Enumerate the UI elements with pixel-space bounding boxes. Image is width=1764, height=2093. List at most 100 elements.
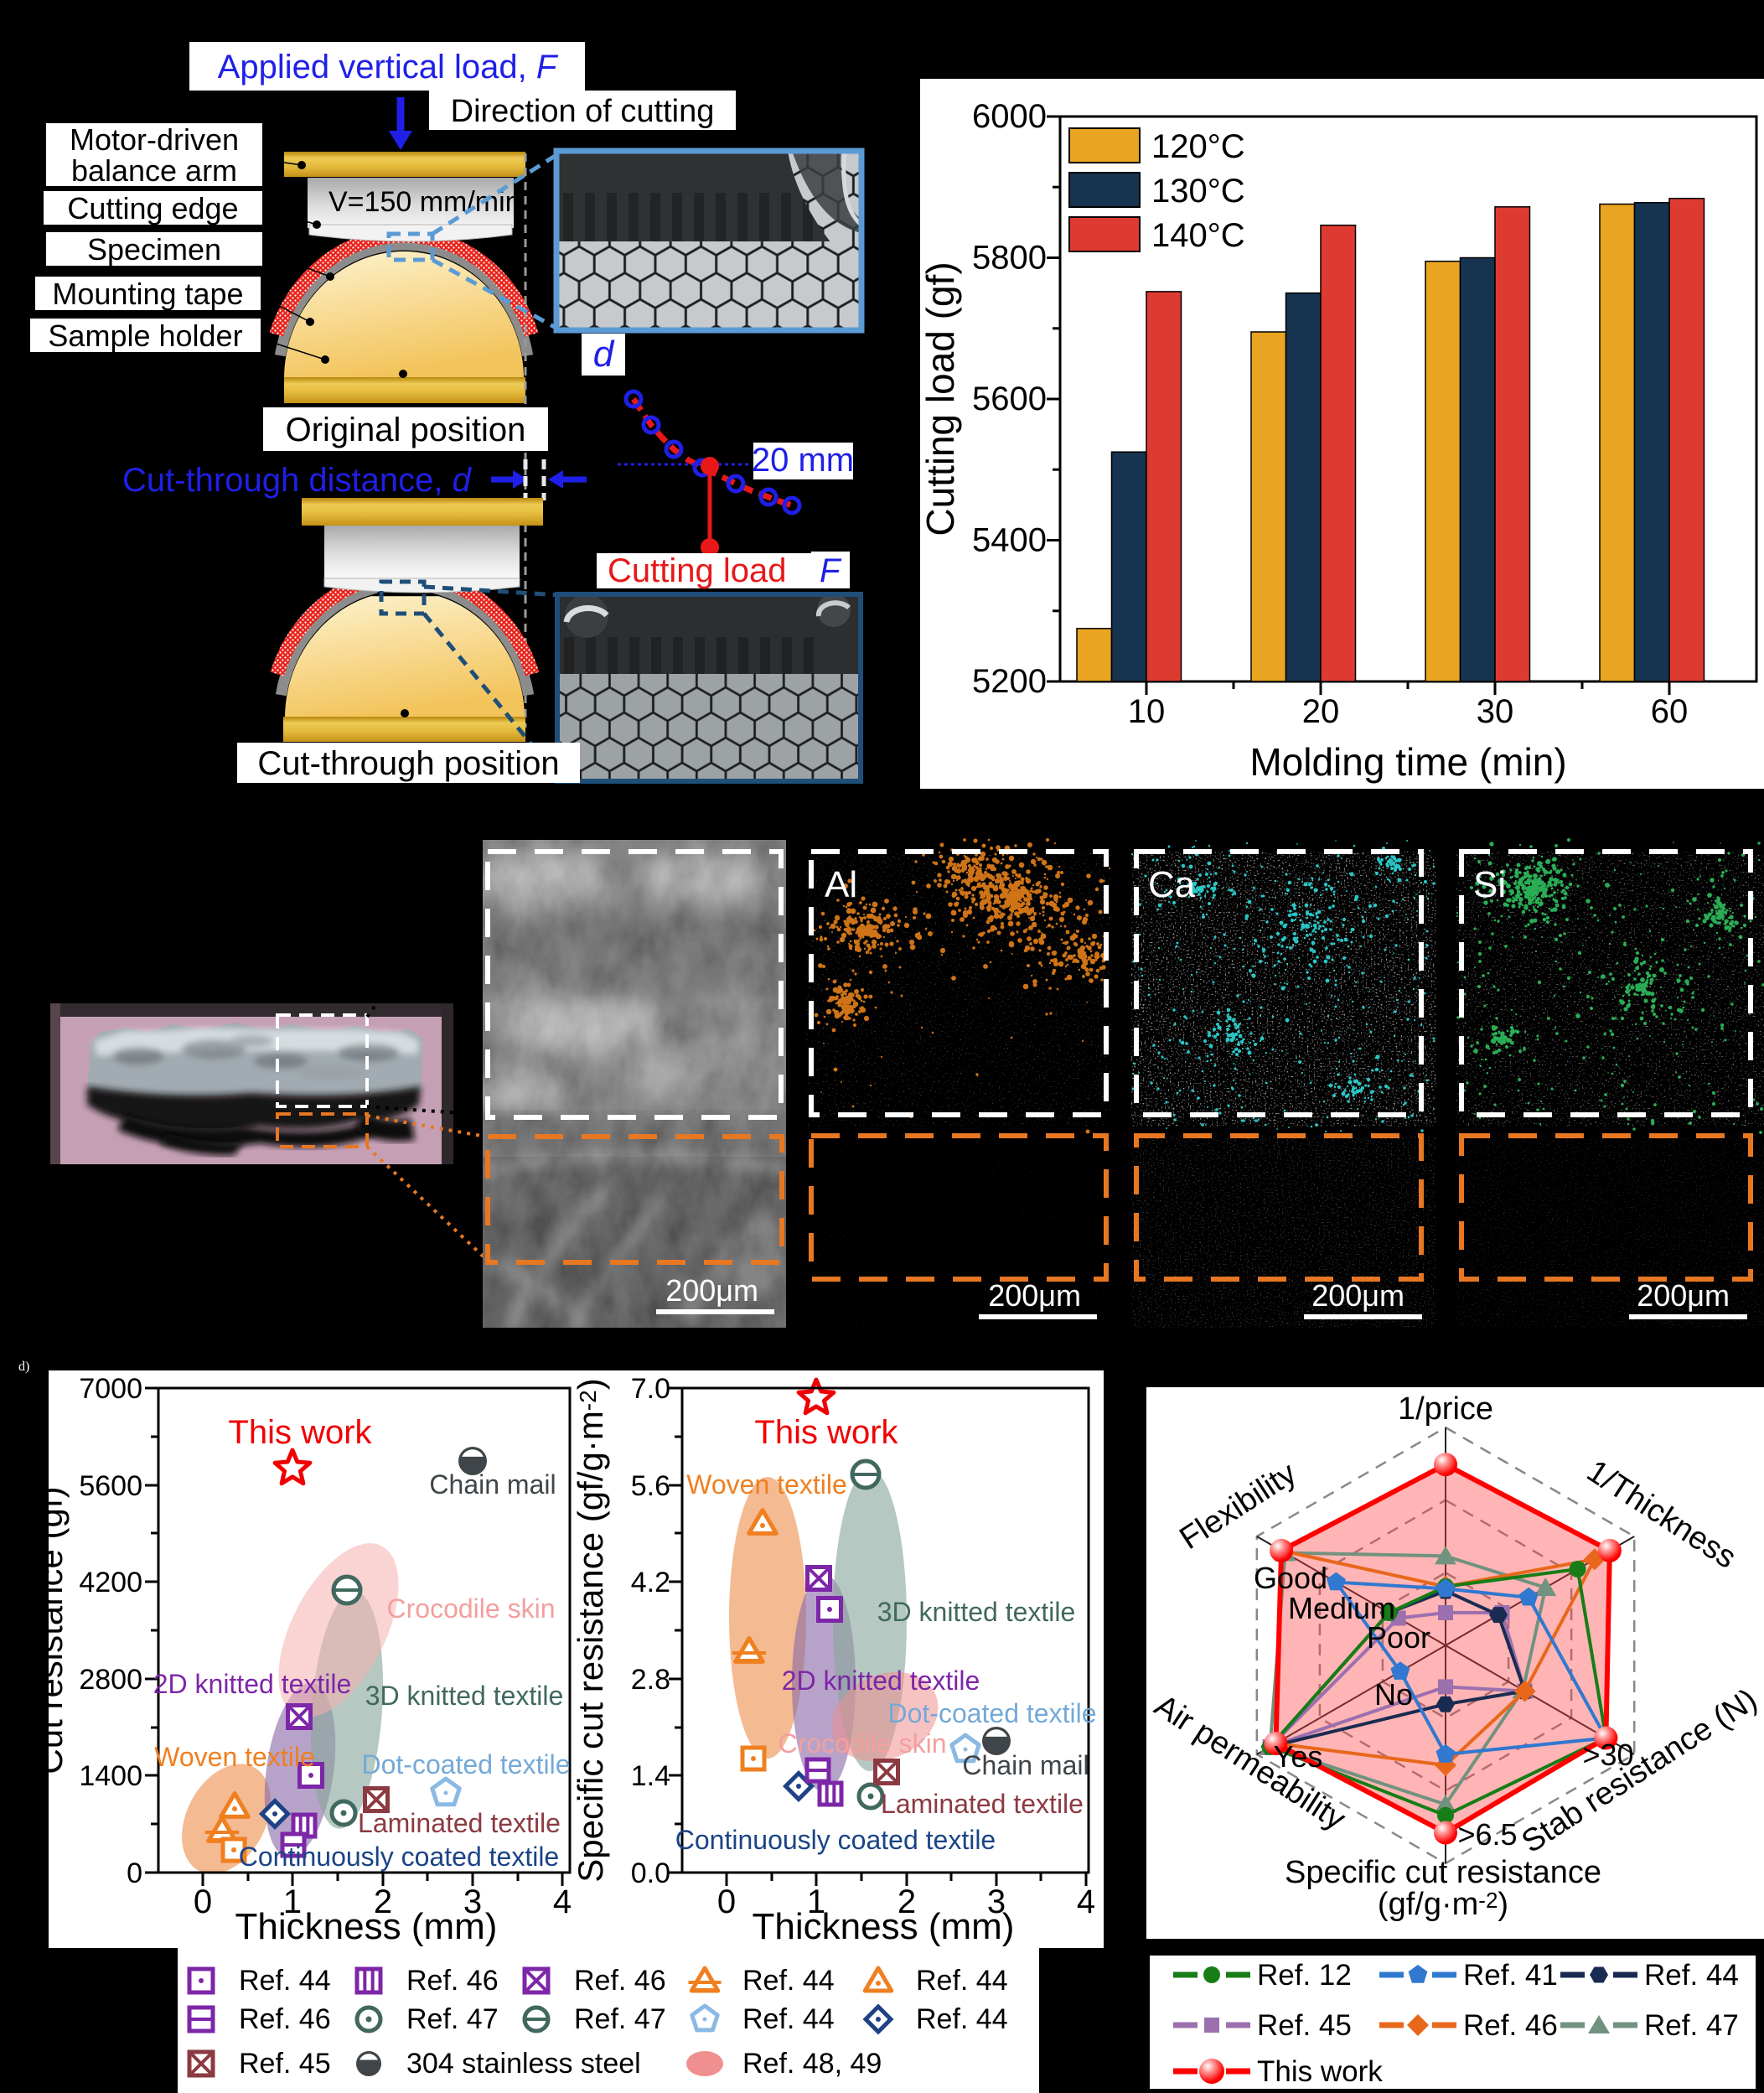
svg-text:200μm: 200μm bbox=[1311, 1278, 1404, 1313]
svg-text:200μm: 200μm bbox=[988, 1278, 1081, 1313]
svg-text:Ref. 41: Ref. 41 bbox=[1463, 1959, 1558, 1992]
svg-text:V=150 mm/min: V=150 mm/min bbox=[328, 186, 521, 218]
svg-text:Crocodile skin: Crocodile skin bbox=[387, 1593, 556, 1624]
svg-text:2: 2 bbox=[898, 1883, 916, 1920]
svg-text:Si: Si bbox=[1473, 864, 1506, 905]
svg-text:20: 20 bbox=[1302, 693, 1340, 730]
svg-text:4.2: 4.2 bbox=[631, 1567, 670, 1598]
svg-text:Continuously coated textile: Continuously coated textile bbox=[239, 1842, 559, 1872]
svg-text:Ref. 47: Ref. 47 bbox=[1644, 2009, 1739, 2042]
svg-text:Ref. 46: Ref. 46 bbox=[239, 2003, 331, 2035]
svg-text:2.8: 2.8 bbox=[631, 1664, 670, 1696]
svg-text:Woven textile: Woven textile bbox=[154, 1742, 315, 1772]
svg-text:5.6: 5.6 bbox=[631, 1470, 670, 1502]
svg-text:Poor: Poor bbox=[1367, 1620, 1430, 1655]
svg-text:Continuously coated textile: Continuously coated textile bbox=[675, 1825, 996, 1855]
svg-text:20 mm: 20 mm bbox=[752, 442, 854, 479]
svg-text:Ref. 12: Ref. 12 bbox=[1257, 1959, 1352, 1992]
svg-text:Thickness (mm): Thickness (mm) bbox=[235, 1906, 498, 1947]
svg-text:Laminated textile: Laminated textile bbox=[358, 1808, 561, 1838]
svg-text:5600: 5600 bbox=[79, 1470, 142, 1502]
svg-text:3: 3 bbox=[463, 1883, 482, 1920]
svg-text:Ref. 44: Ref. 44 bbox=[239, 1965, 331, 1997]
svg-text:4: 4 bbox=[1077, 1883, 1095, 1920]
svg-text:7.0: 7.0 bbox=[631, 1373, 670, 1405]
svg-text:3D knitted textile: 3D knitted textile bbox=[877, 1597, 1076, 1627]
svg-text:0: 0 bbox=[127, 1857, 142, 1889]
svg-text:d: d bbox=[593, 334, 615, 375]
svg-text:Thickness (mm): Thickness (mm) bbox=[753, 1906, 1015, 1947]
svg-text:3: 3 bbox=[987, 1883, 1006, 1920]
svg-text:Specimen: Specimen bbox=[87, 232, 221, 267]
svg-text:130°C: 130°C bbox=[1151, 173, 1245, 210]
svg-text:200μm: 200μm bbox=[665, 1273, 758, 1308]
svg-text:Original position: Original position bbox=[286, 412, 526, 448]
svg-text:Ref. 46: Ref. 46 bbox=[574, 1965, 666, 1997]
svg-text:1400: 1400 bbox=[79, 1760, 142, 1792]
svg-text:F: F bbox=[820, 552, 842, 589]
svg-text:2D knitted textile: 2D knitted textile bbox=[782, 1666, 980, 1696]
svg-text:Applied vertical load, F: Applied vertical load, F bbox=[218, 49, 559, 85]
svg-text:(gf/g·m-2): (gf/g·m-2) bbox=[1378, 1887, 1508, 1922]
svg-text:4200: 4200 bbox=[79, 1567, 142, 1598]
svg-text:0.0: 0.0 bbox=[631, 1857, 670, 1889]
svg-text:6000: 6000 bbox=[972, 98, 1047, 135]
svg-text:This work: This work bbox=[228, 1414, 372, 1451]
svg-text:Cut-through distance, d: Cut-through distance, d bbox=[122, 462, 473, 499]
svg-text:Ref. 47: Ref. 47 bbox=[406, 2003, 499, 2035]
svg-text:Direction of cutting: Direction of cutting bbox=[451, 94, 715, 129]
svg-text:Medium: Medium bbox=[1288, 1591, 1395, 1625]
svg-text:Ref. 48, 49: Ref. 48, 49 bbox=[742, 2048, 882, 2080]
svg-text:>30: >30 bbox=[1582, 1738, 1633, 1772]
svg-text:Chain mail: Chain mail bbox=[429, 1469, 556, 1500]
svg-text:2: 2 bbox=[374, 1883, 392, 1920]
svg-text:Specific cut resistance: Specific cut resistance bbox=[1285, 1855, 1601, 1890]
svg-text:Sample holder: Sample holder bbox=[48, 319, 242, 353]
svg-text:Ref. 44: Ref. 44 bbox=[742, 2003, 835, 2035]
svg-text:120°C: 120°C bbox=[1151, 128, 1245, 165]
svg-text:0: 0 bbox=[717, 1883, 736, 1920]
svg-text:>6.5: >6.5 bbox=[1457, 1817, 1517, 1852]
svg-text:Ref. 45: Ref. 45 bbox=[1257, 2009, 1352, 2042]
svg-text:140°C: 140°C bbox=[1151, 217, 1245, 254]
svg-text:10: 10 bbox=[1128, 693, 1166, 730]
svg-text:5800: 5800 bbox=[972, 240, 1047, 277]
svg-text:Ref. 44: Ref. 44 bbox=[916, 1965, 1008, 1997]
svg-text:Ref. 46: Ref. 46 bbox=[1463, 2009, 1558, 2042]
svg-text:Cut-through position: Cut-through position bbox=[257, 745, 559, 782]
svg-text:Molding time (min): Molding time (min) bbox=[1249, 740, 1566, 784]
svg-text:Dot-coated textile: Dot-coated textile bbox=[887, 1698, 1096, 1728]
svg-text:Ref. 47: Ref. 47 bbox=[574, 2003, 666, 2035]
svg-text:5200: 5200 bbox=[972, 663, 1047, 700]
svg-text:Ref. 46: Ref. 46 bbox=[406, 1965, 499, 1997]
svg-text:60: 60 bbox=[1651, 693, 1689, 730]
svg-text:Mounting tape: Mounting tape bbox=[52, 277, 243, 311]
svg-text:Al: Al bbox=[825, 864, 857, 905]
svg-text:Ref. 45: Ref. 45 bbox=[239, 2048, 331, 2080]
svg-text:3D knitted textile: 3D knitted textile bbox=[365, 1681, 564, 1711]
svg-text:5400: 5400 bbox=[972, 522, 1047, 559]
svg-text:2800: 2800 bbox=[79, 1664, 142, 1696]
svg-text:Woven textile: Woven textile bbox=[686, 1469, 847, 1500]
svg-text:Dot-coated textile: Dot-coated textile bbox=[361, 1749, 570, 1780]
svg-text:200μm: 200μm bbox=[1637, 1278, 1730, 1313]
svg-text:Good: Good bbox=[1254, 1561, 1327, 1595]
svg-text:4: 4 bbox=[553, 1883, 572, 1920]
svg-text:1: 1 bbox=[807, 1883, 825, 1920]
svg-text:This work: This work bbox=[754, 1414, 898, 1451]
svg-text:This work: This work bbox=[1257, 2055, 1383, 2088]
svg-text:Ref. 44: Ref. 44 bbox=[1644, 1959, 1739, 1992]
svg-text:Cutting load: Cutting load bbox=[608, 552, 786, 589]
svg-text:Ca: Ca bbox=[1148, 864, 1196, 905]
svg-text:Cut resistance (gf): Cut resistance (gf) bbox=[49, 1486, 70, 1774]
svg-text:Ref. 44: Ref. 44 bbox=[916, 2003, 1008, 2035]
svg-text:1/price: 1/price bbox=[1398, 1391, 1493, 1427]
svg-text:5600: 5600 bbox=[972, 381, 1047, 417]
svg-text:7000: 7000 bbox=[79, 1373, 142, 1405]
svg-text:Yes: Yes bbox=[1274, 1739, 1323, 1774]
svg-text:Motor-driven: Motor-driven bbox=[70, 122, 239, 157]
svg-text:Ref. 44: Ref. 44 bbox=[742, 1965, 835, 1997]
svg-text:Specific cut resistance (gf/g·: Specific cut resistance (gf/g·m-2) bbox=[571, 1378, 610, 1882]
svg-text:Chain mail: Chain mail bbox=[962, 1750, 1089, 1780]
svg-text:304 stainless steel: 304 stainless steel bbox=[406, 2048, 641, 2080]
